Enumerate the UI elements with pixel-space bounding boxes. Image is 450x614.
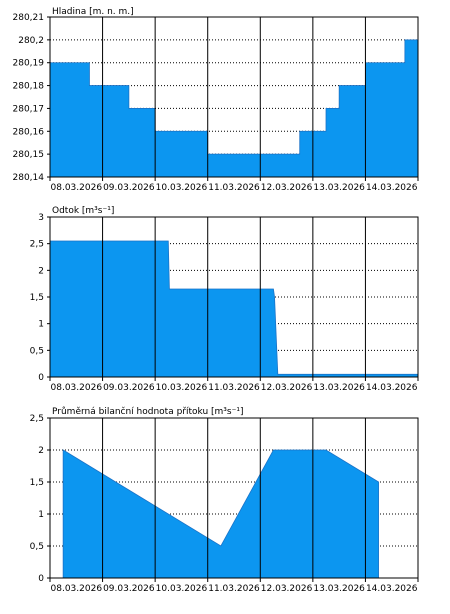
- x-tick-label: 12.03.2026: [261, 383, 313, 393]
- y-tick-label: 2,5: [30, 240, 44, 250]
- y-tick-label: 280,18: [13, 82, 45, 92]
- x-tick-label: 13.03.2026: [313, 584, 365, 594]
- plot-frame: [49, 417, 419, 579]
- y-tick-label: 280,17: [13, 104, 45, 114]
- plot-frame: [49, 16, 419, 178]
- y-tick-label: 1,5: [30, 293, 44, 303]
- x-tick-label: 14.03.2026: [366, 183, 418, 193]
- x-tick-label: 11.03.2026: [208, 383, 260, 393]
- x-tick-label: 08.03.2026: [51, 584, 103, 594]
- x-tick-label: 09.03.2026: [103, 383, 155, 393]
- x-tick-label: 08.03.2026: [51, 183, 103, 193]
- x-tick-label: 14.03.2026: [366, 584, 418, 594]
- y-tick-label: 1,5: [30, 478, 44, 488]
- chart-title: Odtok [m³s⁻¹]: [52, 206, 114, 216]
- y-tick-label: 2: [38, 446, 44, 456]
- y-tick-label: 1: [38, 320, 44, 330]
- y-tick-label: 280,15: [13, 150, 45, 160]
- x-tick-label: 10.03.2026: [156, 584, 208, 594]
- y-tick-label: 0,5: [30, 346, 44, 356]
- x-tick-label: 14.03.2026: [366, 383, 418, 393]
- y-tick-label: 280,14: [13, 173, 45, 183]
- area-series: [49, 39, 419, 178]
- x-tick-label: 12.03.2026: [261, 584, 313, 594]
- y-tick-label: 0,5: [30, 542, 44, 552]
- chart-title: Hladina [m. n. m.]: [52, 7, 134, 17]
- chart-panel-3: Průměrná bilanční hodnota přítoku [m³s⁻¹…: [30, 406, 419, 594]
- chart-panel-1: Hladina [m. n. m.] 280,14 280,15 280,16 280,…: [13, 7, 419, 193]
- y-tick-label: 280,16: [13, 127, 45, 137]
- x-tick-label: 12.03.2026: [261, 183, 313, 193]
- x-tick-label: 13.03.2026: [313, 183, 365, 193]
- y-tick-label: 280,19: [13, 59, 45, 69]
- x-tick-label: 10.03.2026: [156, 183, 208, 193]
- area-series: [62, 449, 379, 579]
- y-tick-label: 2: [38, 266, 44, 276]
- chart-title: Průměrná bilanční hodnota přítoku [m³s⁻¹…: [52, 406, 243, 417]
- y-tick-label: 0: [38, 373, 44, 383]
- x-tick-label: 11.03.2026: [208, 584, 260, 594]
- x-tick-label: 13.03.2026: [313, 383, 365, 393]
- y-tick-label: 3: [38, 213, 44, 223]
- x-tick-label: 11.03.2026: [208, 183, 260, 193]
- y-tick-label: 1: [38, 510, 44, 520]
- y-tick-label: 280,2: [18, 36, 44, 46]
- x-tick-label: 08.03.2026: [51, 383, 103, 393]
- y-tick-label: 2,5: [30, 414, 44, 424]
- x-tick-label: 10.03.2026: [156, 383, 208, 393]
- x-tick-label: 09.03.2026: [103, 584, 155, 594]
- y-tick-label: 0: [38, 574, 44, 584]
- chart-panel-2: Odtok [m³s⁻¹] 0 0,5 1 1,5 2 2,5 3 08.03.2026 09.0…: [30, 206, 419, 393]
- x-tick-label: 09.03.2026: [103, 183, 155, 193]
- area-series: [49, 240, 419, 378]
- y-tick-label: 280,21: [13, 13, 45, 23]
